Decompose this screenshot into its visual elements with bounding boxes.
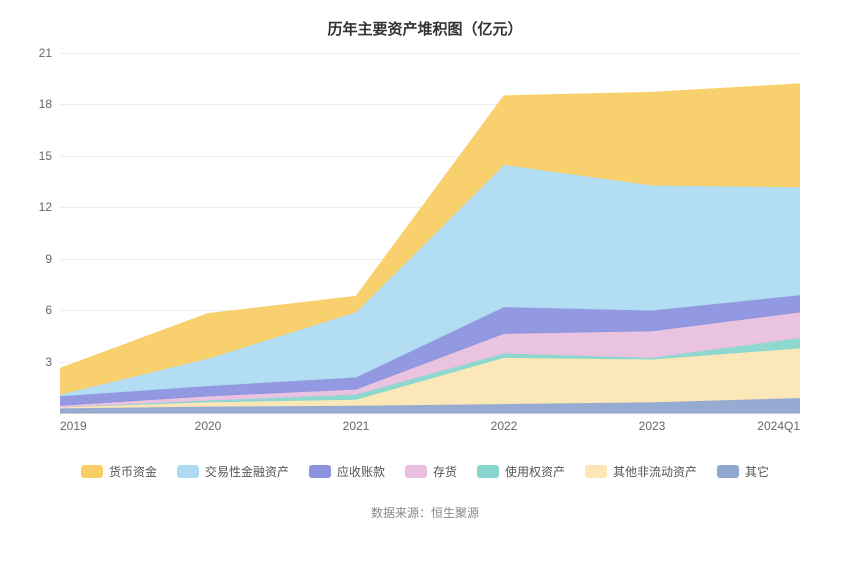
chart-title: 历年主要资产堆积图（亿元）	[20, 18, 830, 39]
legend-item-trading_fin[interactable]: 交易性金融资产	[177, 463, 289, 480]
legend: 货币资金 交易性金融资产 应收账款 存货 使用权资产 其他非流动资产 其它	[20, 459, 830, 484]
x-axis-tick-label: 2019	[60, 413, 87, 433]
x-axis-tick-label: 2024Q1	[757, 413, 800, 433]
legend-swatch	[177, 465, 199, 478]
plot-area: 36912151821201920202021202220232024Q1	[60, 53, 800, 413]
legend-item-other_nc[interactable]: 其他非流动资产	[585, 463, 697, 480]
y-axis-tick-label: 3	[45, 355, 60, 369]
legend-label: 其他非流动资产	[613, 463, 697, 480]
x-axis-tick-label: 2023	[639, 413, 666, 433]
legend-label: 货币资金	[109, 463, 157, 480]
legend-swatch	[477, 465, 499, 478]
y-axis-tick-label: 6	[45, 303, 60, 317]
legend-item-receivables[interactable]: 应收账款	[309, 463, 385, 480]
legend-label: 应收账款	[337, 463, 385, 480]
legend-item-inventory[interactable]: 存货	[405, 463, 457, 480]
legend-item-rou_assets[interactable]: 使用权资产	[477, 463, 565, 480]
data-source-label: 数据来源：恒生聚源	[20, 504, 830, 521]
legend-item-other[interactable]: 其它	[717, 463, 769, 480]
stacked-area-svg	[60, 53, 800, 413]
x-axis-tick-label: 2020	[195, 413, 222, 433]
legend-item-cash[interactable]: 货币资金	[81, 463, 157, 480]
legend-swatch	[81, 465, 103, 478]
x-axis-tick-label: 2022	[491, 413, 518, 433]
chart-container: 历年主要资产堆积图（亿元） 36912151821201920202021202…	[0, 0, 850, 575]
legend-swatch	[717, 465, 739, 478]
y-axis-tick-label: 18	[39, 97, 60, 111]
y-axis-tick-label: 12	[39, 200, 60, 214]
y-axis-tick-label: 15	[39, 149, 60, 163]
legend-label: 其它	[745, 463, 769, 480]
y-axis-tick-label: 9	[45, 252, 60, 266]
x-axis-tick-label: 2021	[343, 413, 370, 433]
legend-label: 交易性金融资产	[205, 463, 289, 480]
y-axis-tick-label: 21	[39, 46, 60, 60]
x-axis-baseline	[60, 413, 800, 414]
legend-label: 使用权资产	[505, 463, 565, 480]
legend-label: 存货	[433, 463, 457, 480]
legend-swatch	[585, 465, 607, 478]
legend-swatch	[405, 465, 427, 478]
legend-swatch	[309, 465, 331, 478]
